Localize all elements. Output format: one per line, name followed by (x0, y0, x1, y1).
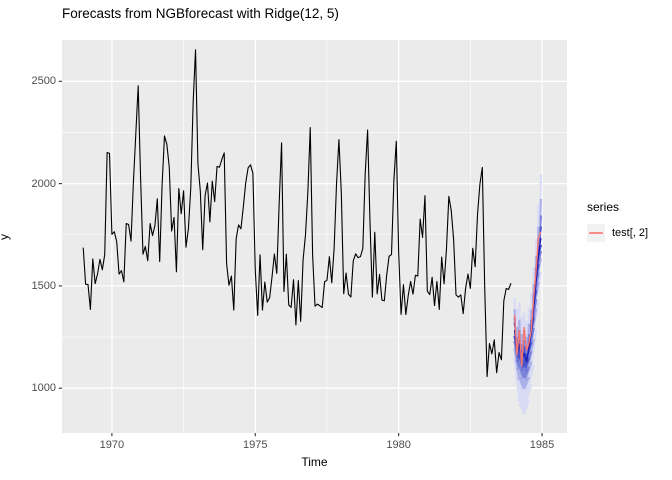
x-tick-label: 1975 (243, 439, 268, 451)
y-axis-title: y (0, 217, 11, 257)
observed-series-line (82, 49, 512, 378)
y-tick-label: 2000 (31, 177, 56, 190)
x-tick-label: 1985 (529, 439, 555, 451)
y-tick-label: 2500 (31, 75, 56, 88)
legend-key-line-icon (589, 232, 603, 234)
y-tick-label: 1500 (31, 279, 56, 292)
plot-title: Forecasts from NGBforecast with Ridge(12… (62, 6, 339, 21)
forecast-band-inner (513, 226, 543, 371)
plot-panel-background (62, 40, 567, 433)
x-tick-label: 1970 (99, 439, 125, 451)
x-axis-title: Time (301, 455, 328, 469)
legend-entry-label: test[, 2] (612, 227, 649, 239)
y-tick-label: 1000 (31, 382, 56, 395)
forecast-median-line (513, 237, 542, 363)
legend-key-test-series (587, 224, 605, 242)
x-tick-label: 1980 (386, 439, 411, 451)
legend-title: series (587, 200, 620, 214)
test-series-line (513, 231, 542, 367)
